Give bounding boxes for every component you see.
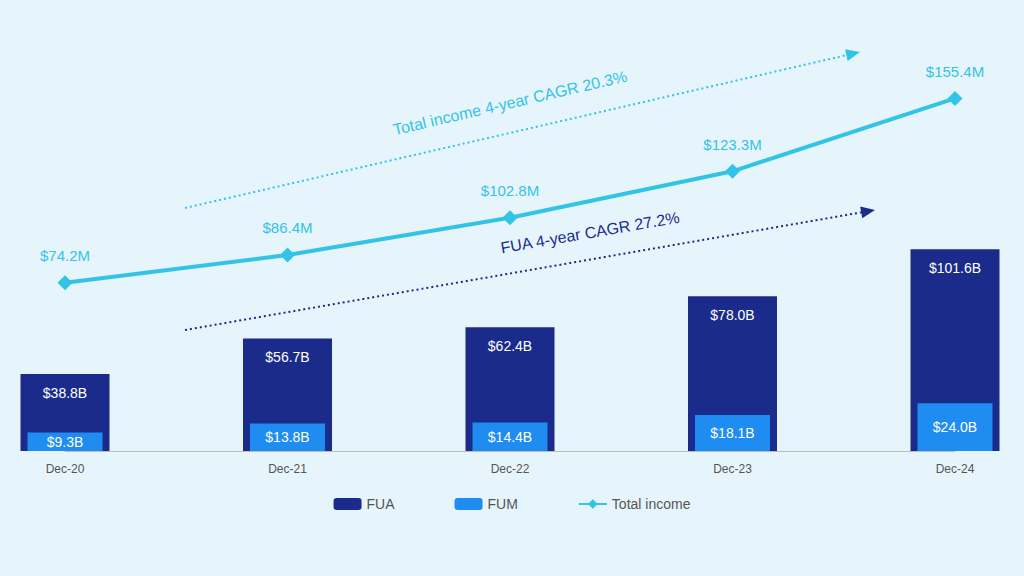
svg-text:Dec-23: Dec-23 — [713, 462, 752, 476]
svg-text:$38.8B: $38.8B — [43, 385, 87, 401]
svg-text:$74.2M: $74.2M — [40, 247, 90, 264]
svg-text:FUM: FUM — [488, 496, 518, 512]
svg-text:Dec-20: Dec-20 — [46, 462, 85, 476]
svg-text:$9.3B: $9.3B — [47, 434, 84, 450]
svg-text:Total income 4-year CAGR 20.3%: Total income 4-year CAGR 20.3% — [391, 68, 629, 139]
svg-text:$13.8B: $13.8B — [265, 429, 309, 445]
svg-text:$14.4B: $14.4B — [488, 429, 532, 445]
svg-text:$78.0B: $78.0B — [710, 307, 754, 323]
svg-text:$102.8M: $102.8M — [481, 182, 539, 199]
svg-text:$56.7B: $56.7B — [265, 349, 309, 365]
svg-text:FUA 4-year CAGR 27.2%: FUA 4-year CAGR 27.2% — [499, 208, 681, 257]
svg-text:$62.4B: $62.4B — [488, 338, 532, 354]
svg-text:Total income: Total income — [612, 496, 691, 512]
svg-text:Dec-24: Dec-24 — [936, 462, 975, 476]
svg-text:$86.4M: $86.4M — [262, 219, 312, 236]
svg-text:$123.3M: $123.3M — [703, 136, 761, 153]
svg-text:$24.0B: $24.0B — [933, 419, 977, 435]
svg-text:FUA: FUA — [367, 496, 396, 512]
svg-text:Dec-21: Dec-21 — [268, 462, 307, 476]
svg-text:$155.4M: $155.4M — [926, 63, 984, 80]
svg-text:$18.1B: $18.1B — [710, 425, 754, 441]
svg-text:Dec-22: Dec-22 — [491, 462, 530, 476]
svg-text:$101.6B: $101.6B — [929, 260, 981, 276]
